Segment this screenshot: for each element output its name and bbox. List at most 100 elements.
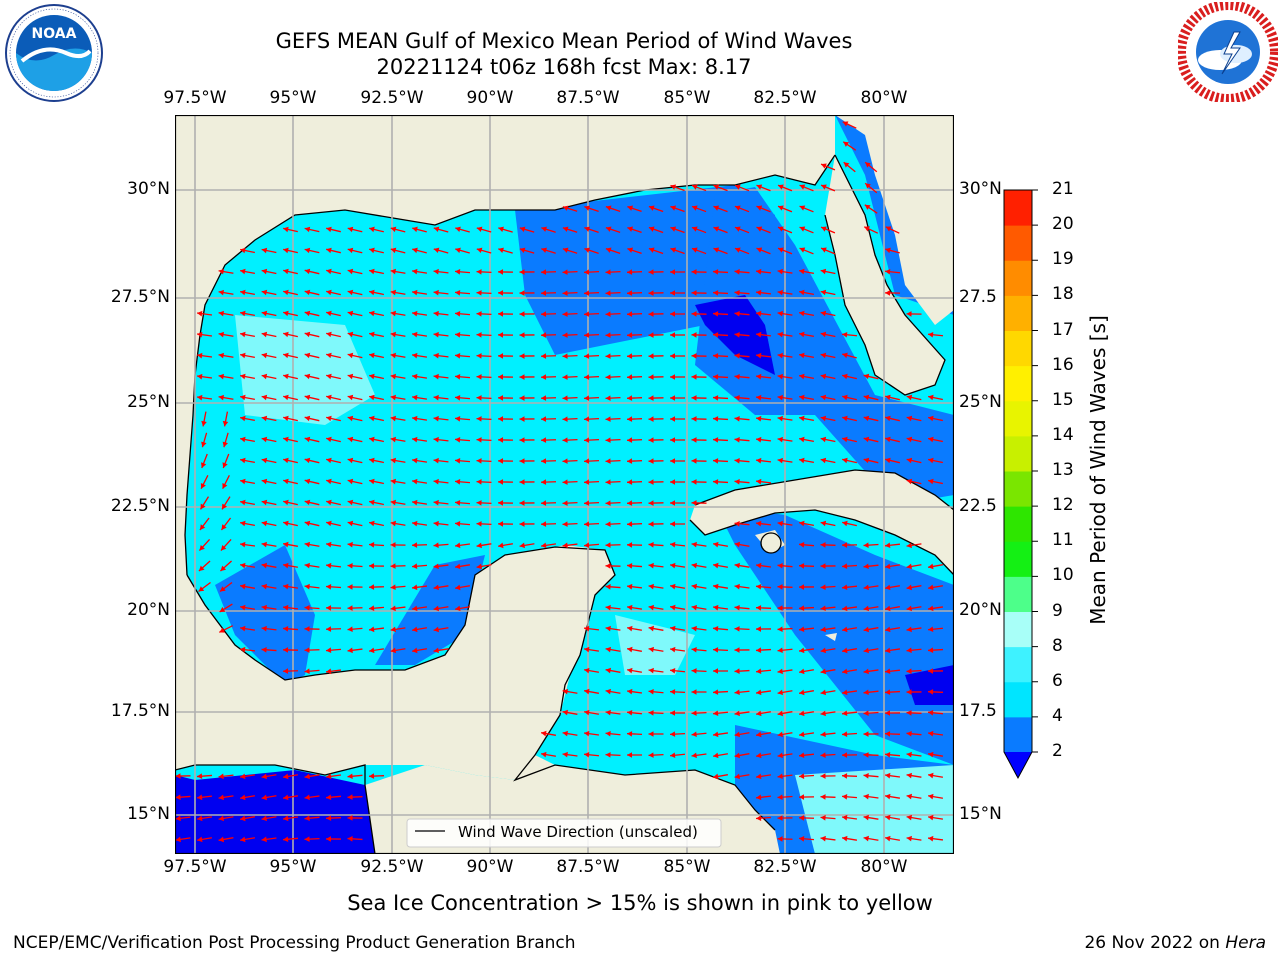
wind-wave-arrow <box>669 332 686 338</box>
wind-wave-arrow <box>906 751 922 758</box>
wind-wave-arrow <box>928 415 943 422</box>
wind-wave-arrow <box>347 478 363 485</box>
noaa-logo: NOAA <box>5 4 103 102</box>
wind-wave-arrow <box>734 247 750 255</box>
latitude-label-right: 25°N <box>959 392 1002 412</box>
wind-wave-arrow <box>605 374 621 380</box>
wind-wave-arrow <box>326 499 341 506</box>
wind-wave-arrow <box>584 688 599 695</box>
wind-wave-arrow <box>884 772 901 779</box>
colorbar-segment <box>1004 471 1032 507</box>
wind-wave-arrow <box>863 772 879 779</box>
wind-wave-arrow <box>540 542 557 549</box>
wind-wave-arrow <box>798 752 815 759</box>
wind-wave-arrow <box>842 141 857 151</box>
wind-wave-arrow <box>884 835 901 842</box>
wind-wave-arrow <box>906 689 922 695</box>
wind-wave-arrow <box>283 499 298 506</box>
wind-wave-arrow <box>777 352 793 359</box>
wind-wave-arrow <box>282 583 299 590</box>
wind-wave-arrow <box>669 290 686 296</box>
wind-wave-arrow <box>648 646 664 653</box>
wind-wave-arrow <box>584 226 599 233</box>
wind-wave-arrow <box>820 331 836 338</box>
wind-wave-arrow <box>884 751 901 758</box>
wind-wave-arrow <box>476 374 492 380</box>
wind-wave-arrow <box>885 457 900 464</box>
wind-wave-arrow <box>454 374 471 380</box>
wind-wave-arrow <box>282 626 299 632</box>
wind-wave-arrow <box>755 415 772 422</box>
wind-wave-arrow <box>863 793 879 800</box>
wind-wave-arrow <box>648 562 664 569</box>
colorbar-tick-label: 18 <box>1052 284 1074 305</box>
wind-wave-arrow <box>777 226 793 234</box>
wind-wave-arrow <box>712 710 729 717</box>
wind-wave-arrow <box>562 751 578 758</box>
wind-wave-arrow <box>777 457 793 464</box>
legend-label: Wind Wave Direction (unscaled) <box>458 823 698 841</box>
wind-wave-arrow <box>798 835 815 842</box>
wind-wave-arrow <box>261 352 277 359</box>
wind-wave-arrow <box>497 500 514 506</box>
wind-wave-arrow <box>798 668 815 675</box>
wind-wave-arrow <box>927 626 944 633</box>
wind-wave-arrow <box>777 373 793 380</box>
wind-wave-arrow <box>863 563 879 570</box>
wind-wave-arrow <box>712 647 729 653</box>
wind-wave-arrow <box>691 625 707 632</box>
wind-wave-arrow <box>605 563 621 569</box>
wind-wave-arrow <box>261 647 277 653</box>
wind-wave-arrow <box>433 499 449 506</box>
wind-wave-arrow <box>261 794 277 801</box>
wind-wave-arrow <box>798 773 815 779</box>
wind-wave-arrow <box>799 205 814 213</box>
wind-wave-arrow <box>713 205 728 213</box>
latitude-label-right: 30°N <box>959 179 1002 199</box>
wind-wave-arrow <box>648 752 664 758</box>
wind-wave-arrow <box>927 814 944 821</box>
wind-wave-arrow <box>304 794 320 801</box>
wind-wave-arrow <box>670 184 685 192</box>
wind-wave-arrow <box>755 583 772 590</box>
wind-wave-arrow <box>927 647 944 653</box>
wind-wave-arrow <box>777 668 793 675</box>
wind-wave-arrow <box>541 730 556 737</box>
wind-wave-arrow <box>240 815 255 822</box>
wind-wave-arrow <box>734 562 750 569</box>
wind-wave-arrow <box>562 374 578 380</box>
wind-wave-arrow <box>777 184 793 192</box>
wind-wave-arrow <box>304 541 320 548</box>
wind-wave-arrow <box>863 668 879 675</box>
wind-wave-arrow <box>755 331 772 338</box>
colorbar-tick-label: 19 <box>1052 249 1074 270</box>
wind-wave-arrow <box>541 226 556 233</box>
wind-wave-arrow <box>433 289 449 296</box>
wind-wave-arrow <box>712 458 729 464</box>
wind-wave-arrow <box>239 773 256 780</box>
wind-wave-arrow <box>777 752 793 759</box>
land-us-gulf-coast <box>175 115 835 575</box>
wind-wave-arrow <box>411 499 428 506</box>
wind-wave-arrow <box>282 562 299 569</box>
wind-wave-arrow <box>927 730 944 737</box>
wind-wave-arrow <box>863 584 879 591</box>
wind-wave-arrow <box>519 479 535 485</box>
wind-wave-arrow <box>798 647 815 654</box>
wind-wave-arrow <box>928 457 943 464</box>
wind-wave-arrow <box>669 646 686 653</box>
wind-wave-arrow <box>240 331 255 338</box>
wind-wave-arrow <box>626 479 643 485</box>
wind-wave-arrow <box>799 373 814 380</box>
wind-wave-arrow <box>605 752 621 758</box>
wind-wave-arrow <box>540 269 557 275</box>
wind-wave-arrow <box>605 290 621 296</box>
wind-wave-arrow <box>540 374 557 380</box>
wind-wave-arrow <box>390 247 406 254</box>
wind-wave-arrow <box>304 352 320 359</box>
wind-wave-arrow <box>906 710 922 716</box>
wind-wave-arrow <box>283 520 298 527</box>
colorbar-segment <box>1004 225 1032 261</box>
wind-wave-arrow <box>755 752 772 759</box>
wind-wave-arrow <box>734 373 750 380</box>
